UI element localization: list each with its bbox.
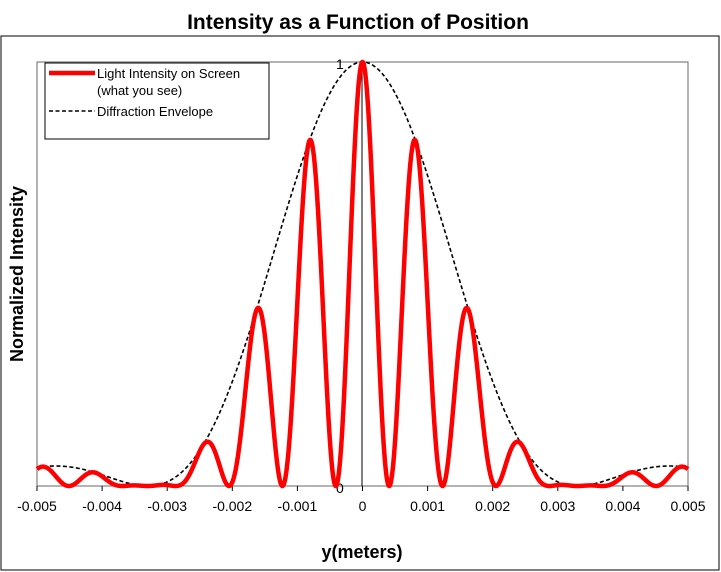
x-tick-label-8: 0.003 [540,498,575,514]
y-tick-label-1: 1 [336,56,344,72]
legend-label-envelope: Diffraction Envelope [97,104,213,119]
x-axis-ticks [36,486,689,491]
y-axis-title: Normalized Intensity [7,186,27,362]
y-tick-label-0: 0 [336,480,344,496]
x-tick-label-0: -0.005 [17,498,57,514]
x-tick-label-3: -0.002 [212,498,252,514]
x-tick-label-4: -0.001 [278,498,318,514]
x-tick-label-7: 0.002 [475,498,510,514]
legend-label-light-intensity: Light Intensity on Screen [97,66,240,81]
x-axis-title: y(meters) [321,542,402,562]
x-tick-label-10: 0.005 [670,498,705,514]
legend-label-light-intensity-line2: (what you see) [97,83,182,98]
legend-box [44,62,270,140]
legend: Light Intensity on Screen (what you see)… [44,62,270,140]
x-tick-label-1: -0.004 [82,498,122,514]
chart-title: Intensity as a Function of Position [187,11,529,34]
x-tick-label-9: 0.004 [605,498,640,514]
x-tick-label-5: 0 [359,498,367,514]
x-tick-label-2: -0.003 [147,498,187,514]
series-light-intensity [35,59,690,489]
x-tick-label-6: 0.001 [410,498,445,514]
x-axis-tick-labels: -0.005 -0.004 -0.003 -0.002 -0.001 0 0.001 0.00… [17,498,706,514]
